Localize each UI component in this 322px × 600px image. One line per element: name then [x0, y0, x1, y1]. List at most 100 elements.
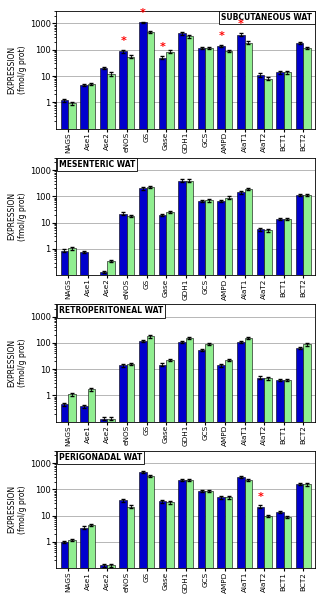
Bar — [61, 100, 68, 600]
Bar — [119, 51, 127, 600]
Bar — [186, 36, 193, 600]
Bar — [178, 480, 186, 600]
Bar — [225, 360, 232, 600]
Bar — [276, 380, 284, 600]
Bar — [61, 251, 68, 600]
Bar — [68, 103, 76, 600]
Bar — [159, 58, 166, 600]
Bar — [303, 484, 311, 600]
Bar — [68, 248, 76, 600]
Bar — [127, 364, 134, 600]
Bar — [225, 197, 232, 600]
Bar — [127, 56, 134, 600]
Text: MESENTERIC WAT: MESENTERIC WAT — [59, 160, 135, 169]
Bar — [178, 342, 186, 600]
Bar — [217, 497, 225, 600]
Bar — [205, 491, 213, 600]
Bar — [264, 515, 271, 600]
Bar — [119, 365, 127, 600]
Bar — [100, 272, 107, 600]
Y-axis label: EXPRESSION
(fmol/g prot): EXPRESSION (fmol/g prot) — [7, 46, 27, 94]
Bar — [88, 389, 95, 600]
Bar — [217, 365, 225, 600]
Bar — [80, 252, 88, 600]
Bar — [276, 219, 284, 600]
Y-axis label: EXPRESSION
(fmol/g prot): EXPRESSION (fmol/g prot) — [7, 192, 27, 241]
Bar — [264, 378, 271, 600]
Bar — [147, 187, 154, 600]
Bar — [159, 365, 166, 600]
Bar — [264, 230, 271, 600]
Bar — [186, 338, 193, 600]
Bar — [244, 338, 252, 600]
Bar — [107, 419, 115, 600]
Bar — [217, 201, 225, 600]
Bar — [147, 476, 154, 600]
Text: RETROPERITONEAL WAT: RETROPERITONEAL WAT — [59, 307, 163, 316]
Bar — [80, 406, 88, 600]
Bar — [119, 214, 127, 600]
Bar — [296, 195, 303, 600]
Bar — [284, 72, 291, 600]
Text: *: * — [238, 19, 244, 29]
Bar — [178, 33, 186, 600]
Bar — [244, 43, 252, 600]
Bar — [107, 74, 115, 600]
Bar — [119, 500, 127, 600]
Bar — [264, 79, 271, 600]
Bar — [166, 212, 174, 600]
Bar — [198, 201, 205, 600]
Y-axis label: EXPRESSION
(fmol/g prot): EXPRESSION (fmol/g prot) — [7, 338, 27, 387]
Bar — [186, 181, 193, 600]
Bar — [80, 85, 88, 600]
Bar — [107, 261, 115, 600]
Bar — [127, 507, 134, 600]
Bar — [61, 542, 68, 600]
Bar — [276, 72, 284, 600]
Bar — [296, 484, 303, 600]
Bar — [166, 360, 174, 600]
Bar — [100, 419, 107, 600]
Bar — [139, 472, 147, 600]
Bar — [100, 68, 107, 600]
Bar — [147, 337, 154, 600]
Text: *: * — [120, 35, 126, 46]
Bar — [159, 215, 166, 600]
Bar — [205, 344, 213, 600]
Bar — [198, 491, 205, 600]
Bar — [237, 193, 244, 600]
Bar — [257, 507, 264, 600]
Bar — [166, 502, 174, 600]
Bar — [284, 380, 291, 600]
Y-axis label: EXPRESSION
(fmol/g prot): EXPRESSION (fmol/g prot) — [7, 485, 27, 534]
Text: *: * — [159, 43, 165, 52]
Bar — [178, 181, 186, 600]
Bar — [139, 188, 147, 600]
Bar — [88, 84, 95, 600]
Bar — [257, 229, 264, 600]
Bar — [244, 480, 252, 600]
Bar — [237, 35, 244, 600]
Bar — [217, 46, 225, 600]
Bar — [139, 341, 147, 600]
Bar — [88, 525, 95, 600]
Text: *: * — [218, 31, 224, 41]
Bar — [198, 350, 205, 600]
Bar — [139, 22, 147, 600]
Bar — [147, 32, 154, 600]
Text: *: * — [258, 491, 263, 502]
Bar — [80, 527, 88, 600]
Bar — [303, 195, 311, 600]
Bar — [61, 404, 68, 600]
Bar — [225, 497, 232, 600]
Bar — [198, 48, 205, 600]
Bar — [244, 189, 252, 600]
Bar — [303, 47, 311, 600]
Text: SUBCUTANEOUS WAT: SUBCUTANEOUS WAT — [222, 13, 312, 22]
Bar — [257, 377, 264, 600]
Bar — [159, 502, 166, 600]
Bar — [237, 342, 244, 600]
Bar — [186, 480, 193, 600]
Text: PERIGONADAL WAT: PERIGONADAL WAT — [59, 453, 142, 462]
Bar — [303, 344, 311, 600]
